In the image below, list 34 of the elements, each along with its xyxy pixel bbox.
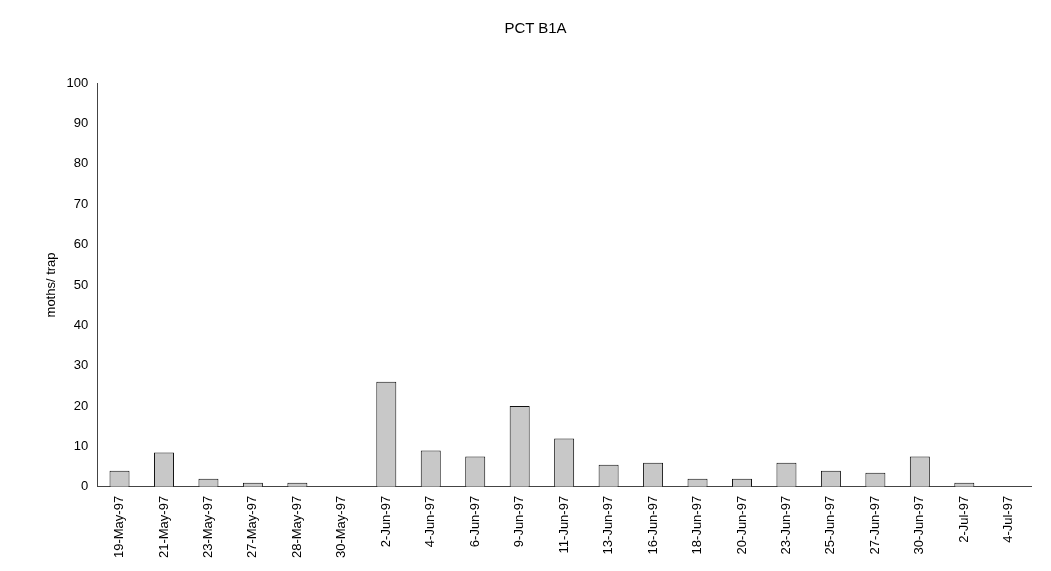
x-tick-label: 11-Jun-97 bbox=[555, 495, 571, 554]
x-tick-label: 23-Jun-97 bbox=[778, 495, 794, 555]
y-tick-label: 30 bbox=[73, 357, 89, 373]
y-tick-label: 70 bbox=[73, 195, 89, 211]
x-tick-label: 30-May-97 bbox=[333, 495, 349, 558]
y-tick-label: 80 bbox=[73, 155, 89, 171]
x-tick-label: 9-Jun-97 bbox=[511, 495, 527, 548]
y-tick-label: 100 bbox=[66, 74, 89, 90]
x-tick-label: 28-May-97 bbox=[288, 495, 304, 558]
y-axis-title: moths/ trap bbox=[43, 252, 59, 318]
x-tick-label: 20-Jun-97 bbox=[733, 495, 749, 555]
y-tick-label: 40 bbox=[73, 316, 89, 332]
x-tick-label: 4-Jun-97 bbox=[422, 495, 438, 548]
x-tick-label: 6-Jun-97 bbox=[466, 495, 482, 548]
y-tick-label: 10 bbox=[73, 438, 89, 454]
x-tick-label: 21-May-97 bbox=[155, 495, 171, 558]
y-tick-label: 0 bbox=[81, 478, 89, 494]
x-tick-label: 4-Jul-97 bbox=[1000, 495, 1016, 543]
chart-title: PCT B1A bbox=[504, 19, 567, 37]
x-tick-label: 25-Jun-97 bbox=[822, 495, 838, 555]
x-tick-label: 18-Jun-97 bbox=[689, 495, 705, 555]
x-tick-label: 16-Jun-97 bbox=[644, 495, 660, 555]
x-tick-label: 27-Jun-97 bbox=[866, 495, 882, 555]
x-tick-label: 19-May-97 bbox=[111, 495, 127, 558]
x-tick-label: 2-Jun-97 bbox=[377, 495, 393, 548]
x-tick-label: 23-May-97 bbox=[200, 495, 216, 558]
y-tick-label: 20 bbox=[73, 397, 89, 413]
y-tick-label: 90 bbox=[73, 114, 89, 130]
x-tick-label: 2-Jul-97 bbox=[955, 495, 971, 543]
x-tick-label: 27-May-97 bbox=[244, 495, 260, 558]
x-tick-label: 30-Jun-97 bbox=[911, 495, 927, 555]
y-tick-label: 50 bbox=[73, 276, 89, 292]
y-tick-label: 60 bbox=[73, 236, 89, 252]
x-tick-label: 13-Jun-97 bbox=[600, 495, 616, 555]
